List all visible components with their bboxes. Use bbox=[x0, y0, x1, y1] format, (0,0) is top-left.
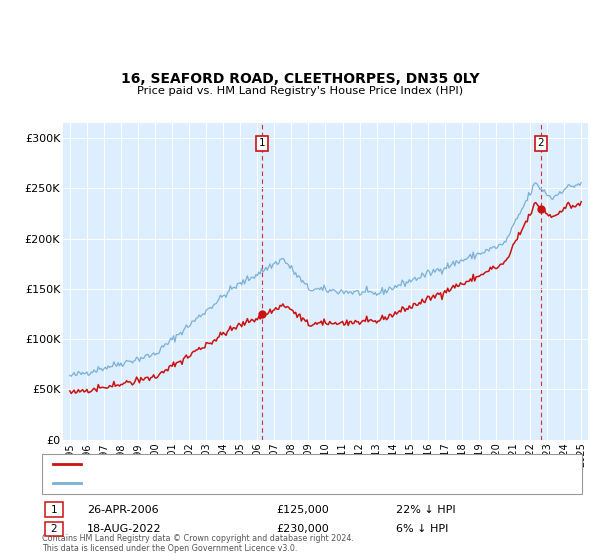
Text: Contains HM Land Registry data © Crown copyright and database right 2024.
This d: Contains HM Land Registry data © Crown c… bbox=[42, 534, 354, 553]
Text: 16, SEAFORD ROAD, CLEETHORPES, DN35 0LY (detached house): 16, SEAFORD ROAD, CLEETHORPES, DN35 0LY … bbox=[85, 460, 391, 469]
Text: £125,000: £125,000 bbox=[276, 505, 329, 515]
Text: 2: 2 bbox=[538, 138, 544, 148]
Text: 26-APR-2006: 26-APR-2006 bbox=[87, 505, 158, 515]
Text: 2: 2 bbox=[50, 524, 58, 534]
Text: HPI: Average price, detached house, North East Lincolnshire: HPI: Average price, detached house, Nort… bbox=[85, 479, 371, 488]
Text: 1: 1 bbox=[259, 138, 266, 148]
Text: Price paid vs. HM Land Registry's House Price Index (HPI): Price paid vs. HM Land Registry's House … bbox=[137, 86, 463, 96]
Text: £230,000: £230,000 bbox=[276, 524, 329, 534]
Text: 16, SEAFORD ROAD, CLEETHORPES, DN35 0LY: 16, SEAFORD ROAD, CLEETHORPES, DN35 0LY bbox=[121, 72, 479, 86]
Text: 6% ↓ HPI: 6% ↓ HPI bbox=[396, 524, 448, 534]
Text: 1: 1 bbox=[50, 505, 58, 515]
Text: 22% ↓ HPI: 22% ↓ HPI bbox=[396, 505, 455, 515]
Text: 18-AUG-2022: 18-AUG-2022 bbox=[87, 524, 161, 534]
